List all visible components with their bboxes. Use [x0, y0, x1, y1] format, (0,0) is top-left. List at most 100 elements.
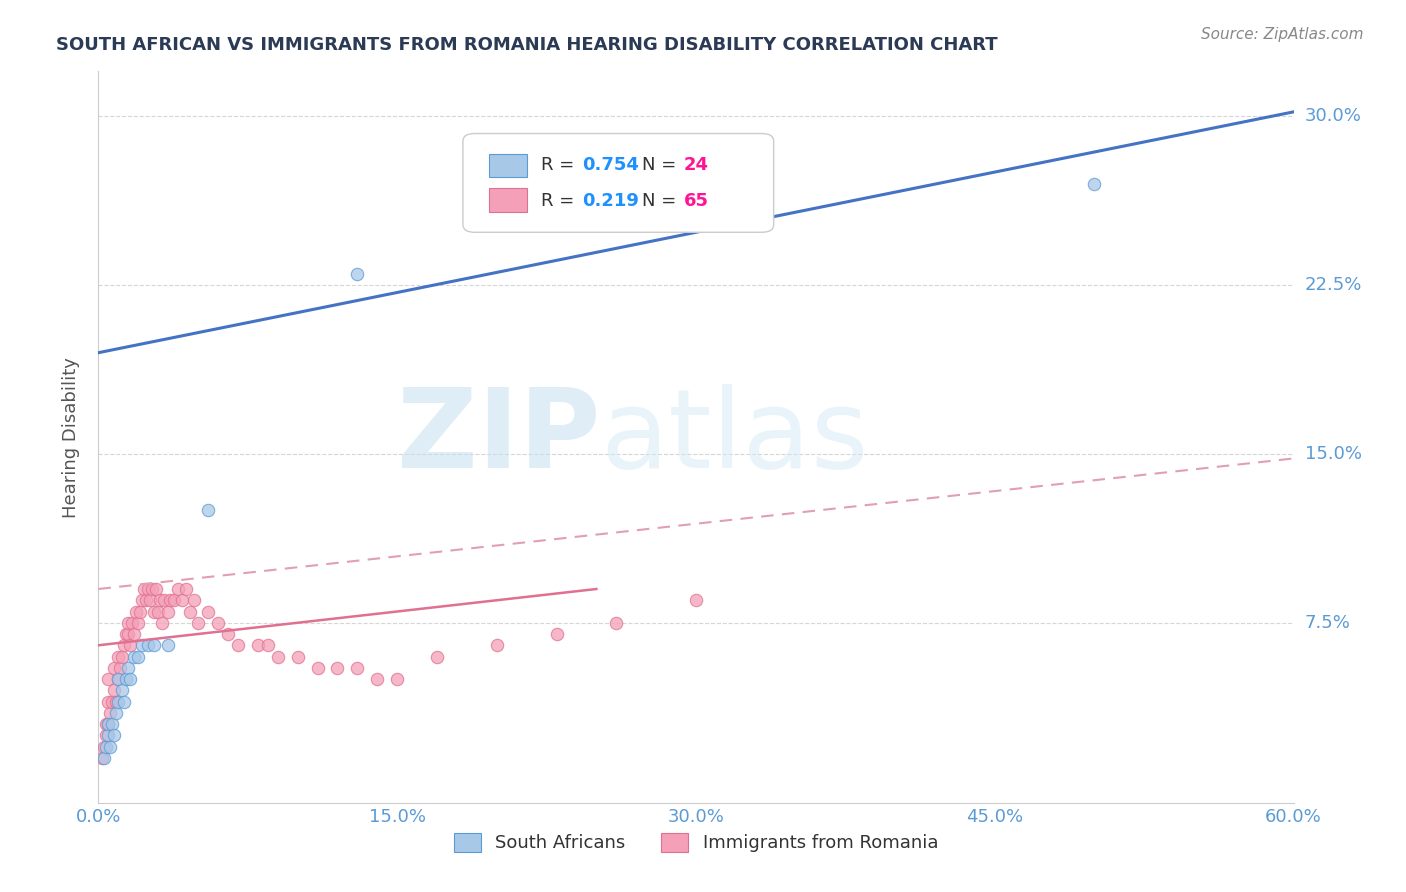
Point: [131, 638, 153, 652]
Point: [97, 694, 120, 708]
Point: [115, 627, 138, 641]
Point: [136, 582, 159, 596]
Point: [159, 593, 181, 607]
Point: [127, 615, 149, 630]
Point: [150, 615, 173, 630]
FancyBboxPatch shape: [489, 154, 527, 178]
Point: [256, 638, 278, 652]
Point: [287, 649, 309, 664]
Point: [112, 694, 135, 708]
Point: [98, 706, 122, 720]
Point: [217, 627, 239, 641]
Point: [157, 638, 180, 652]
Point: [129, 605, 152, 619]
Point: [96, 728, 118, 742]
Point: [197, 605, 219, 619]
Point: [107, 672, 129, 686]
Point: [98, 739, 122, 754]
Point: [134, 582, 156, 596]
Point: [117, 615, 139, 630]
Text: atlas: atlas: [600, 384, 869, 491]
Text: 7.5%: 7.5%: [1305, 614, 1351, 632]
Text: R =: R =: [541, 156, 579, 174]
Text: SOUTH AFRICAN VS IMMIGRANTS FROM ROMANIA HEARING DISABILITY CORRELATION CHART: SOUTH AFRICAN VS IMMIGRANTS FROM ROMANIA…: [56, 36, 998, 54]
Point: [307, 661, 329, 675]
Point: [97, 672, 120, 686]
Point: [426, 649, 449, 664]
Point: [110, 661, 132, 675]
Point: [131, 593, 153, 607]
Point: [105, 694, 128, 708]
Point: [111, 683, 134, 698]
Point: [605, 615, 627, 630]
Point: [143, 638, 166, 652]
Text: N =: N =: [643, 192, 682, 210]
Point: [346, 661, 368, 675]
Point: [112, 638, 135, 652]
Text: 65: 65: [685, 192, 709, 210]
Point: [163, 593, 186, 607]
Legend: South Africans, Immigrants from Romania: South Africans, Immigrants from Romania: [446, 826, 946, 860]
Text: Source: ZipAtlas.com: Source: ZipAtlas.com: [1201, 27, 1364, 42]
Point: [366, 672, 388, 686]
Point: [485, 638, 508, 652]
Point: [120, 672, 142, 686]
Point: [97, 728, 120, 742]
Text: ZIP: ZIP: [396, 384, 600, 491]
Point: [124, 627, 146, 641]
Point: [148, 605, 170, 619]
Point: [107, 694, 129, 708]
Point: [139, 593, 162, 607]
Point: [124, 649, 146, 664]
Text: 0.754: 0.754: [582, 156, 640, 174]
Point: [267, 649, 290, 664]
Point: [187, 615, 209, 630]
Point: [111, 649, 134, 664]
Point: [246, 638, 269, 652]
Point: [153, 593, 176, 607]
Point: [105, 706, 128, 720]
Point: [326, 661, 349, 675]
Y-axis label: Hearing Disability: Hearing Disability: [62, 357, 80, 517]
Point: [101, 694, 124, 708]
Point: [135, 593, 157, 607]
Point: [93, 739, 115, 754]
Point: [226, 638, 249, 652]
Point: [103, 728, 125, 742]
Point: [167, 582, 190, 596]
Point: [197, 503, 219, 517]
Point: [117, 661, 139, 675]
Point: [93, 751, 115, 765]
Point: [157, 605, 180, 619]
Point: [96, 739, 118, 754]
Point: [107, 672, 129, 686]
Point: [117, 627, 139, 641]
Point: [546, 627, 568, 641]
FancyBboxPatch shape: [489, 188, 527, 211]
Point: [179, 605, 201, 619]
Point: [127, 649, 149, 664]
Point: [136, 638, 159, 652]
Point: [103, 683, 125, 698]
Point: [172, 593, 194, 607]
Point: [91, 751, 114, 765]
Point: [145, 582, 167, 596]
Point: [143, 605, 166, 619]
Point: [385, 672, 409, 686]
Point: [174, 582, 197, 596]
Point: [96, 717, 118, 731]
Text: 0.219: 0.219: [582, 192, 640, 210]
Point: [97, 717, 120, 731]
Point: [121, 615, 143, 630]
Text: 22.5%: 22.5%: [1305, 277, 1362, 294]
Text: 15.0%: 15.0%: [1305, 445, 1361, 463]
Text: R =: R =: [541, 192, 579, 210]
Point: [149, 593, 172, 607]
Point: [685, 593, 707, 607]
Text: N =: N =: [643, 156, 682, 174]
Point: [1083, 177, 1105, 191]
Point: [346, 267, 368, 281]
Point: [103, 661, 125, 675]
Point: [125, 605, 148, 619]
Point: [207, 615, 229, 630]
